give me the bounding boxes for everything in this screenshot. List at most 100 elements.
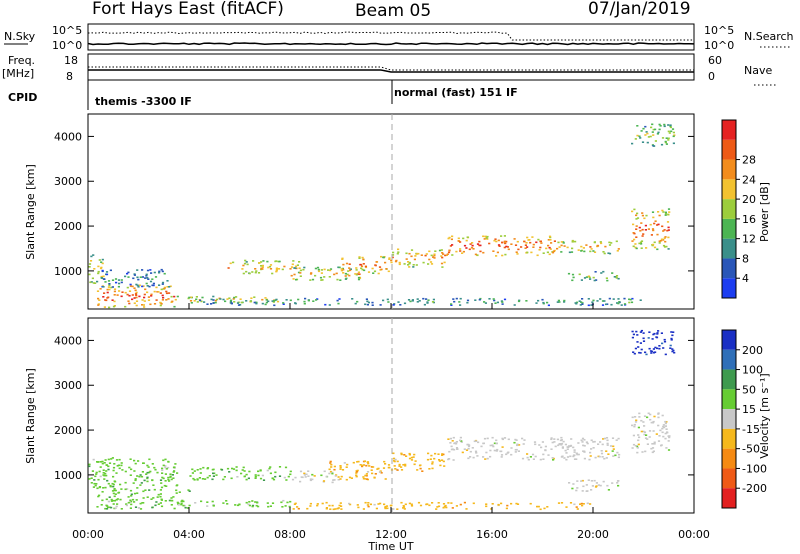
echo-cell: [560, 442, 564, 445]
echo-cell: [250, 297, 253, 299]
echo-cell: [357, 460, 360, 463]
echo-cell: [440, 255, 443, 257]
echo-cell: [154, 504, 157, 507]
echo-cell: [159, 292, 162, 294]
echo-cell: [159, 502, 162, 504]
echo-cell: [479, 250, 482, 253]
echo-cell: [495, 439, 498, 442]
echo-cell: [161, 469, 164, 471]
echo-cell: [449, 245, 452, 247]
echo-cell: [517, 450, 520, 452]
echo-cell: [484, 302, 487, 304]
echo-cell: [113, 300, 116, 303]
echo-cell: [562, 440, 565, 443]
echo-cell: [139, 502, 142, 505]
echo-cell: [232, 468, 236, 470]
echo-cell: [497, 239, 500, 242]
echo-cell: [282, 302, 285, 304]
echo-cell: [166, 280, 169, 282]
echo-cell: [161, 294, 164, 297]
echo-cell: [520, 246, 523, 248]
echo-cell: [374, 473, 377, 475]
echo-cell: [432, 256, 435, 258]
echo-cell: [214, 299, 217, 302]
echo-cell: [341, 257, 344, 260]
echo-cell: [593, 479, 596, 482]
echo-cell: [88, 478, 91, 480]
echo-cell: [450, 502, 453, 504]
echo-cell: [309, 505, 312, 507]
echo-cell: [661, 209, 664, 212]
echo-cell: [550, 242, 553, 244]
echo-cell: [90, 477, 93, 479]
echo-cell: [461, 451, 464, 454]
echo-cell: [364, 501, 367, 504]
echo-cell: [266, 469, 269, 472]
echo-cell: [110, 286, 113, 289]
echo-cell: [131, 498, 135, 501]
echo-cell: [640, 329, 643, 332]
echo-cell: [248, 470, 251, 473]
echo-cell: [503, 298, 507, 301]
echo-cell: [408, 266, 411, 268]
colorbar-swatch: [722, 409, 736, 429]
echo-cell: [583, 451, 586, 453]
echo-cell: [330, 466, 333, 468]
echo-cell: [654, 346, 657, 349]
echo-cell: [157, 493, 160, 496]
echo-cell: [608, 252, 612, 255]
echo-cell: [485, 503, 488, 505]
echo-cell: [510, 502, 513, 505]
echo-cell: [171, 300, 174, 303]
echo-cell: [600, 242, 603, 245]
echo-cell: [581, 302, 584, 304]
echo-cell: [133, 274, 136, 276]
echo-cell: [662, 244, 666, 247]
echo-cell: [234, 504, 237, 506]
echo-cell: [190, 296, 193, 299]
echo-cell: [602, 270, 605, 273]
echo-cell: [99, 461, 102, 463]
echo-cell: [515, 502, 518, 505]
echo-cell: [117, 464, 120, 467]
echo-cell: [101, 460, 104, 463]
echo-cell: [147, 278, 150, 280]
echo-cell: [551, 251, 555, 254]
echo-cell: [354, 273, 357, 275]
echo-cell: [523, 240, 526, 243]
echo-cell: [466, 236, 469, 238]
echo-cell: [557, 299, 560, 302]
echo-cell: [206, 505, 209, 507]
echo-cell: [105, 498, 108, 501]
echo-cell: [170, 295, 173, 298]
echo-cell: [652, 420, 655, 423]
echo-cell: [667, 229, 670, 231]
echo-cell: [526, 236, 529, 239]
echo-cell: [476, 243, 480, 245]
echo-cell: [539, 240, 542, 243]
echo-cell: [539, 246, 542, 249]
echo-cell: [149, 470, 152, 473]
nave-top-tick: 60: [708, 54, 722, 67]
echo-cell: [98, 470, 101, 473]
echo-cell: [649, 135, 652, 138]
echo-cell: [497, 244, 501, 246]
echo-cell: [603, 300, 606, 302]
echo-cell: [437, 502, 440, 504]
echo-cell: [370, 466, 373, 468]
echo-cell: [394, 458, 397, 461]
echo-cell: [501, 303, 504, 305]
echo-cell: [133, 459, 136, 462]
echo-cell: [546, 506, 549, 508]
echo-cell: [652, 243, 655, 246]
echo-cell: [357, 276, 361, 279]
echo-cell: [139, 276, 142, 278]
echo-cell: [549, 239, 552, 241]
echo-cell: [517, 300, 521, 303]
colorbar-swatch: [722, 389, 736, 410]
echo-cell: [489, 444, 492, 447]
echo-cell: [173, 466, 176, 468]
echo-cell: [339, 279, 342, 281]
echo-cell: [135, 499, 138, 501]
echo-cell: [163, 286, 166, 289]
